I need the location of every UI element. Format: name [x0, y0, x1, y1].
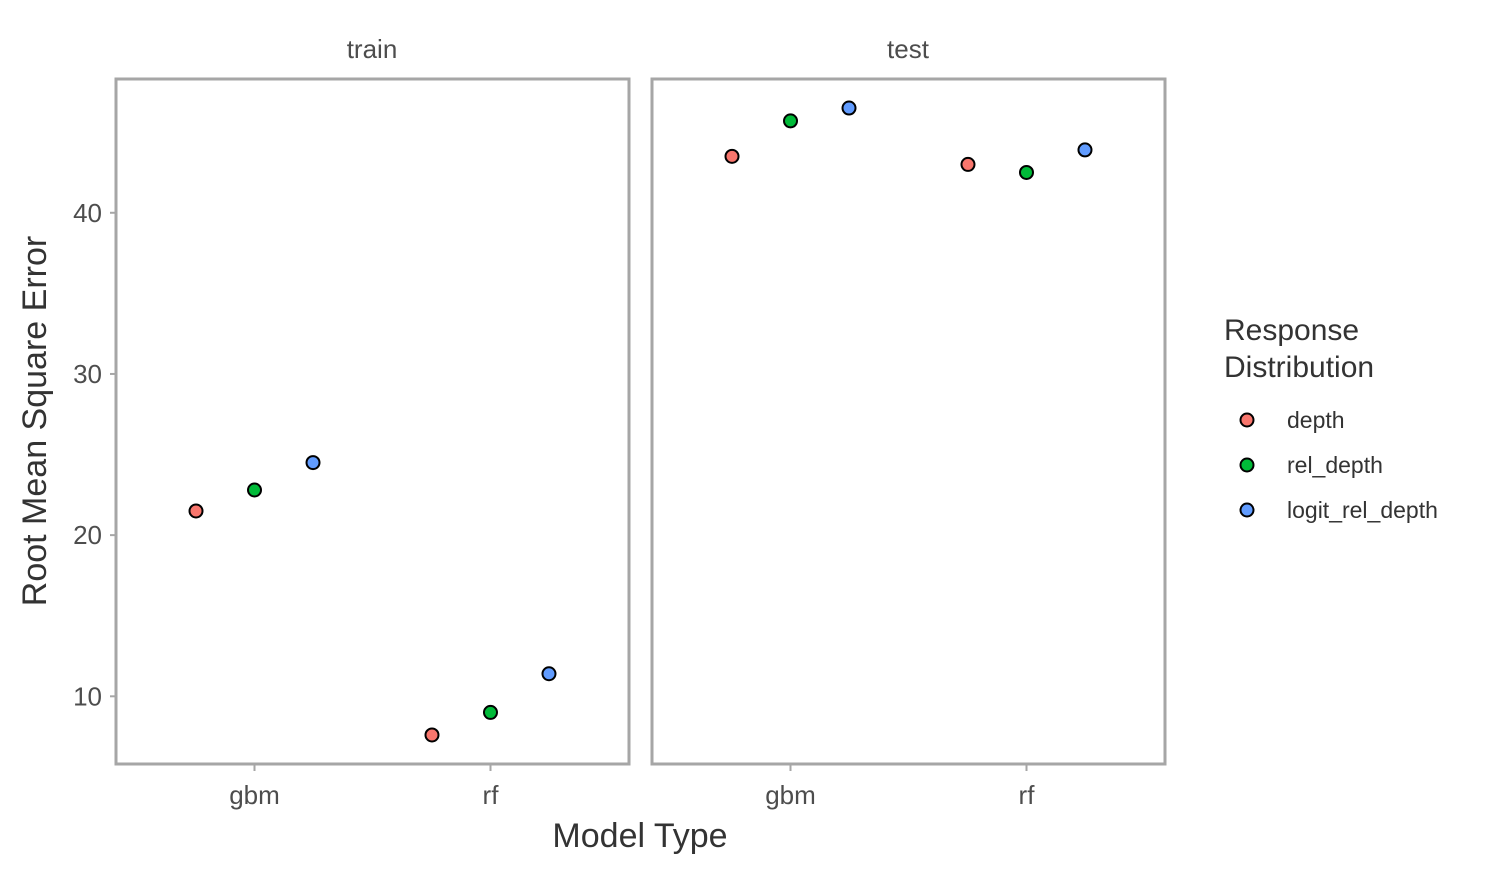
legend-title-line-1: Response	[1224, 314, 1359, 347]
y-tick-label: 30	[73, 359, 102, 389]
facet-label-test: test	[887, 34, 930, 64]
data-point-depth	[960, 156, 976, 172]
y-tick-label: 40	[73, 198, 102, 228]
data-point-logit-rel-depth	[541, 666, 557, 682]
x-axis: gbm rf gbm rf	[229, 764, 1035, 810]
legend-label-rel-depth: rel_depth	[1287, 452, 1383, 478]
legend: Response Distribution depth rel_depthlogi…	[1224, 314, 1438, 523]
legend-key-rel-depth	[1239, 457, 1255, 473]
y-axis: 10 20 30 40	[73, 198, 116, 711]
data-point-rel-depth	[482, 704, 498, 720]
legend-key-depth	[1239, 412, 1255, 428]
facet-label-train: train	[347, 34, 398, 64]
x-tick-label: rf	[1019, 780, 1036, 810]
panel-train	[114, 77, 631, 766]
x-tick-label: rf	[483, 780, 500, 810]
y-tick-label: 10	[73, 681, 102, 711]
data-point-rel-depth	[783, 113, 799, 129]
legend-items: depth rel_depth logit_rel_depth	[1239, 407, 1438, 523]
legend-label-depth: depth	[1287, 407, 1345, 433]
legend-key-logit-rel-depth	[1239, 502, 1255, 518]
x-axis-title: Model Type	[552, 817, 727, 855]
legend-title-line-2: Distribution	[1224, 351, 1374, 384]
data-point-logit-rel-depth	[1077, 142, 1093, 158]
y-axis-title: Root Mean Square Error	[16, 236, 54, 606]
data-point-rel-depth	[247, 482, 263, 498]
x-tick-label: gbm	[765, 780, 816, 810]
data-points	[188, 100, 1093, 743]
y-tick-label: 20	[73, 520, 102, 550]
panel-test	[650, 77, 1167, 766]
data-point-logit-rel-depth	[305, 455, 321, 471]
data-point-depth	[188, 503, 204, 519]
data-point-rel-depth	[1018, 164, 1034, 180]
data-point-depth	[724, 148, 740, 164]
data-point-depth	[424, 727, 440, 743]
legend-label-logit-rel-depth: logit_rel_depth	[1287, 497, 1438, 523]
x-tick-label: gbm	[229, 780, 280, 810]
data-point-logit-rel-depth	[841, 100, 857, 116]
